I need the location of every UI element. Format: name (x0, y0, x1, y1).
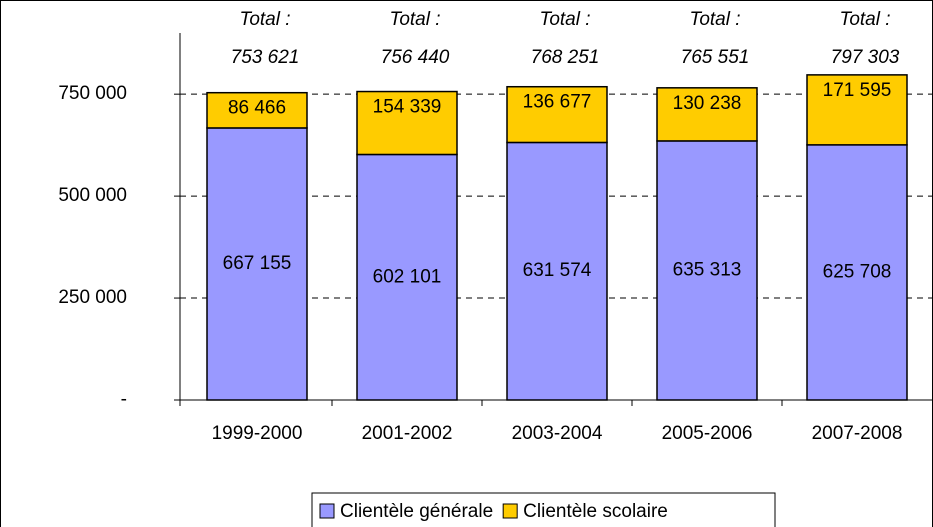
bar-segment (806, 144, 908, 401)
legend-label: Clientèle générale (340, 501, 493, 522)
bar-segment (656, 140, 758, 401)
legend-swatch (502, 503, 518, 519)
total-label: 768 251 (531, 47, 600, 68)
value-label: 136 677 (523, 92, 592, 113)
bar-segment (506, 85, 608, 144)
x-tick-label: 2005-2006 (662, 423, 753, 444)
legend-swatch (319, 503, 335, 519)
total-prefix: Total : (539, 9, 590, 30)
total-label: 765 551 (681, 47, 750, 68)
legend-label: Clientèle scolaire (523, 501, 668, 522)
value-label: 154 339 (373, 97, 442, 118)
value-label: 635 313 (673, 259, 742, 280)
y-tick-label: 500 000 (58, 185, 127, 206)
bar-segment (206, 91, 308, 129)
value-label: 631 574 (523, 260, 592, 281)
y-tick-label: 750 000 (58, 83, 127, 104)
y-tick-label: - (121, 389, 127, 410)
total-label: 797 303 (831, 47, 900, 68)
total-prefix: Total : (239, 9, 290, 30)
x-tick-label: 2007-2008 (812, 423, 903, 444)
bar-segment (356, 153, 458, 401)
bar-segment (656, 87, 758, 142)
value-label: 130 238 (673, 93, 742, 114)
value-label: 667 155 (223, 253, 292, 274)
total-prefix: Total : (839, 9, 890, 30)
total-prefix: Total : (689, 9, 740, 30)
x-tick-label: 1999-2000 (212, 423, 303, 444)
bar-segment (356, 90, 458, 156)
legend-box (311, 492, 776, 527)
value-label: 625 708 (823, 261, 892, 282)
value-label: 171 595 (823, 80, 892, 101)
bar-segment (806, 74, 908, 146)
value-label: 86 466 (228, 98, 286, 119)
y-tick-label: 250 000 (58, 287, 127, 308)
total-label: 756 440 (381, 47, 450, 68)
bar-segment (206, 127, 308, 401)
x-tick-label: 2003-2004 (512, 423, 603, 444)
value-label: 602 101 (373, 266, 442, 287)
total-prefix: Total : (389, 9, 440, 30)
total-label: 753 621 (231, 47, 300, 68)
x-tick-label: 2001-2002 (362, 423, 453, 444)
bar-segment (506, 141, 608, 401)
